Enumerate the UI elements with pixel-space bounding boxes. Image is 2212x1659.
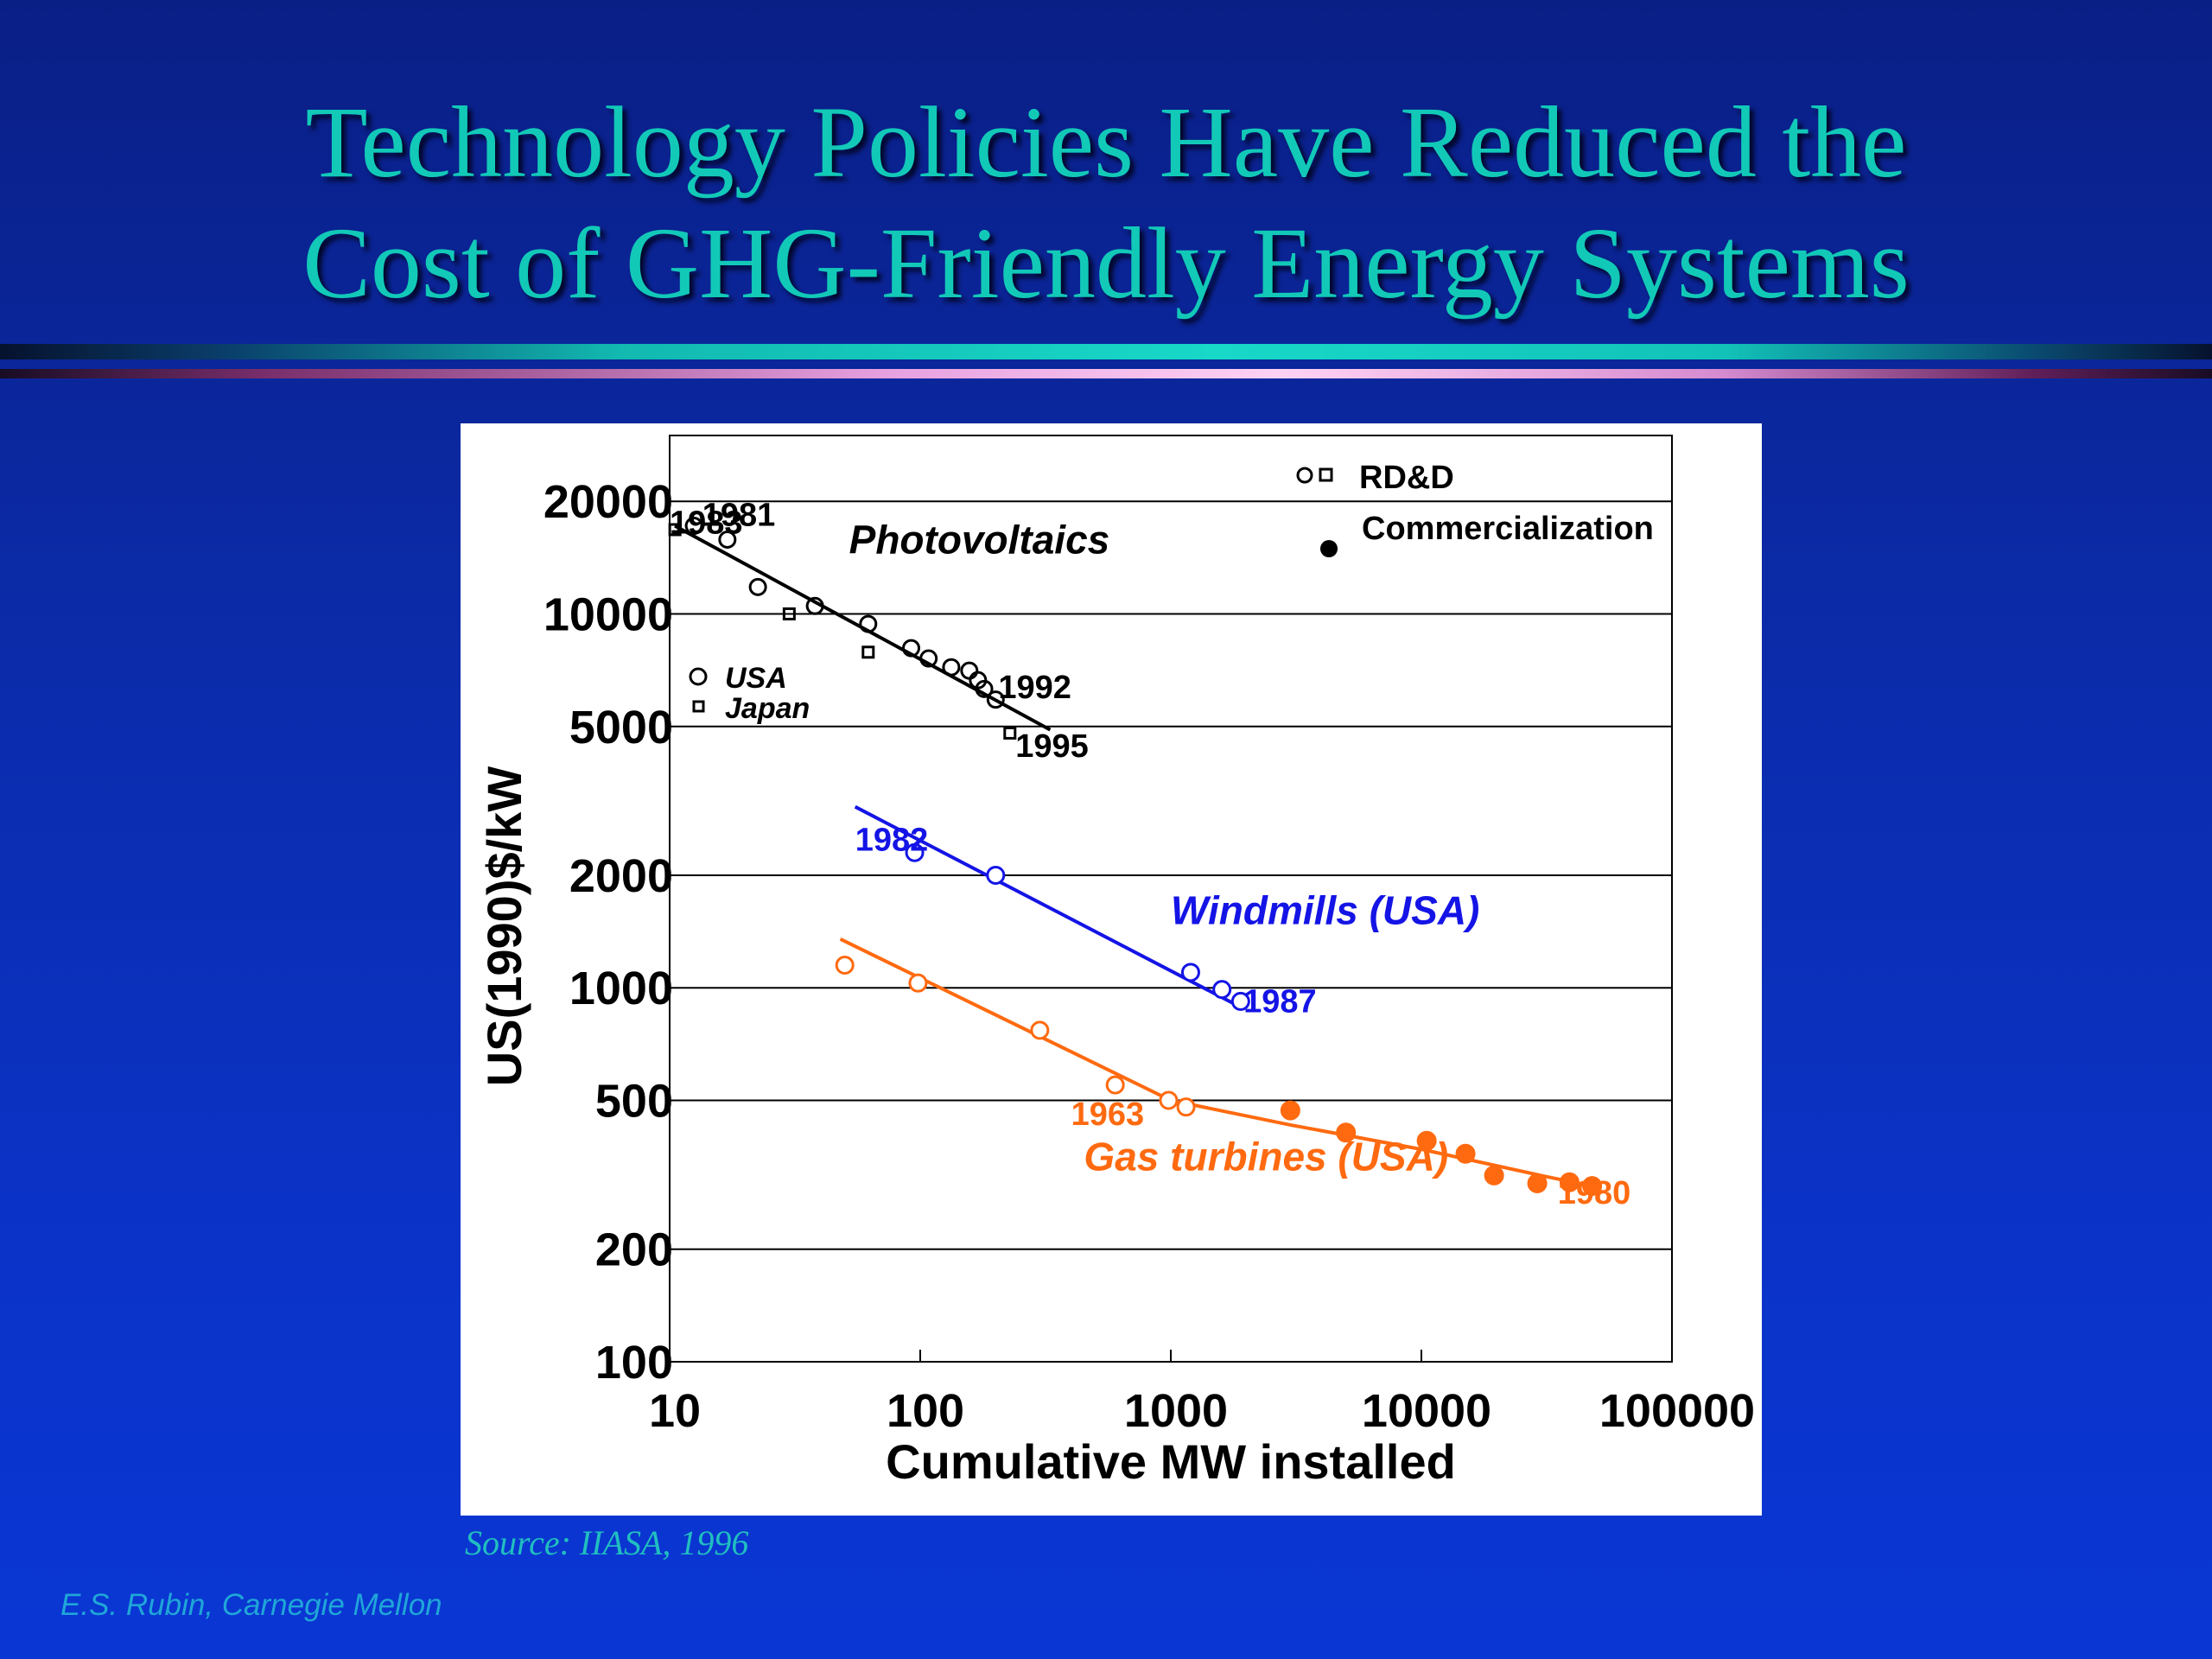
gas-commercial-point: [1416, 1130, 1437, 1151]
slide-title: Technology Policies Have Reduced the Cos…: [0, 82, 2212, 324]
pv-usa-point: [748, 577, 767, 596]
chart-panel: 10 100 1000 10000 100000 100 200 500 1000 2000 500…: [461, 423, 1762, 1516]
x-tick-label: 10: [649, 1385, 701, 1437]
wind-series-label: Windmills (USA): [1171, 888, 1479, 933]
x-tick-label: 100000: [1599, 1385, 1755, 1437]
y-tick-label: 2000: [569, 850, 673, 902]
pv-series-label: Photovoltaics: [849, 518, 1110, 563]
gas-rdd-point: [1030, 1020, 1050, 1040]
pv-japan-point: [861, 645, 875, 659]
wind-rdd-point: [1230, 991, 1250, 1011]
pv-year-label: 1981: [702, 498, 776, 534]
gas-rdd-point: [1105, 1075, 1125, 1095]
pv-year-label: 1983: [670, 505, 743, 542]
wind-rdd-point: [905, 842, 925, 862]
gas-rdd-point: [1159, 1090, 1179, 1110]
gas-rdd-point: [908, 973, 928, 993]
legend-commercial-label: Commercialization: [1362, 511, 1654, 547]
pv-japan-legend-marker: [692, 700, 705, 713]
gas-year-label: 1980: [1558, 1175, 1631, 1211]
pv-usa-point: [805, 596, 824, 615]
y-tick-label: 10000: [543, 588, 673, 640]
wind-rdd-point: [1212, 980, 1232, 1000]
gas-commercial-point: [1455, 1143, 1476, 1164]
pv-japan-point: [782, 607, 796, 620]
gas-commercial-point: [1484, 1165, 1504, 1185]
gas-rdd-point: [1176, 1097, 1196, 1117]
wind-year-label: 1987: [1243, 984, 1317, 1020]
y-tick-label: 100: [595, 1337, 673, 1389]
pv-usa-point: [986, 690, 1005, 709]
pv-usa-point: [975, 679, 994, 698]
gas-commercial-point: [1582, 1176, 1603, 1197]
legend-rdd-square-marker: [1319, 467, 1333, 482]
gas-commercial-point: [1336, 1122, 1357, 1143]
title-divider-pink: [0, 369, 2212, 378]
wind-trend-line: [854, 804, 1245, 1011]
pv-usa-legend-marker: [689, 667, 708, 686]
pv-usa-point: [718, 531, 737, 550]
y-tick-label: 200: [595, 1224, 673, 1276]
pv-usa-point: [960, 661, 979, 680]
y-axis-title: US(1990)$/kW: [477, 766, 531, 1087]
pv-usa-point: [901, 639, 920, 658]
experience-curve-chart: 10 100 1000 10000 10000010020050010002000500…: [477, 435, 1755, 1489]
y-tick-label: 1000: [569, 963, 673, 1014]
x-tick-label: 1000: [1124, 1385, 1228, 1437]
pv-japan-point: [1003, 726, 1017, 740]
x-tick-label: 10000: [1362, 1385, 1491, 1437]
legend-commercial-marker: [1320, 540, 1338, 557]
gas-commercial-point: [1527, 1173, 1548, 1194]
pv-year-label: 1992: [998, 670, 1071, 706]
gas-rdd-point: [835, 955, 855, 975]
pv-usa-point: [684, 517, 703, 536]
legend-rdd-label: RD&D: [1359, 460, 1454, 496]
pv-japan-legend-label: Japan: [725, 692, 810, 725]
gas-series-label: Gas turbines (USA): [1084, 1134, 1448, 1179]
legend-rdd-circle-marker: [1296, 467, 1313, 484]
gas-year-label: 1963: [1071, 1096, 1145, 1133]
pv-japan-point: [668, 523, 682, 537]
x-tick-label: 100: [887, 1385, 964, 1437]
pv-year-label: 1995: [1015, 728, 1089, 765]
source-citation: Source: IIASA, 1996: [465, 1523, 749, 1562]
wind-rdd-point: [986, 865, 1006, 885]
gas-commercial-point: [1559, 1172, 1580, 1192]
pv-usa-point: [859, 614, 878, 633]
pv-usa-legend-label: USA: [725, 662, 787, 695]
author-credit: E.S. Rubin, Carnegie Mellon: [60, 1588, 442, 1622]
y-tick-label: 500: [595, 1076, 673, 1128]
gas-commercial-point: [1280, 1100, 1300, 1121]
y-tick-label: 20000: [543, 476, 673, 528]
slide-title-line-1: Technology Policies Have Reduced the: [305, 86, 1907, 199]
gas-trend-line: [839, 938, 1593, 1188]
pv-usa-point: [919, 649, 938, 668]
title-divider-teal: [0, 344, 2212, 359]
y-tick-label: 5000: [569, 702, 673, 753]
slide-title-line-2: Cost of GHG-Friendly Energy Systems: [302, 207, 1910, 320]
pv-usa-point: [942, 658, 961, 677]
x-axis-title: Cumulative MW installed: [886, 1434, 1456, 1489]
wind-rdd-point: [1180, 963, 1200, 982]
wind-year-label: 1982: [855, 822, 929, 858]
